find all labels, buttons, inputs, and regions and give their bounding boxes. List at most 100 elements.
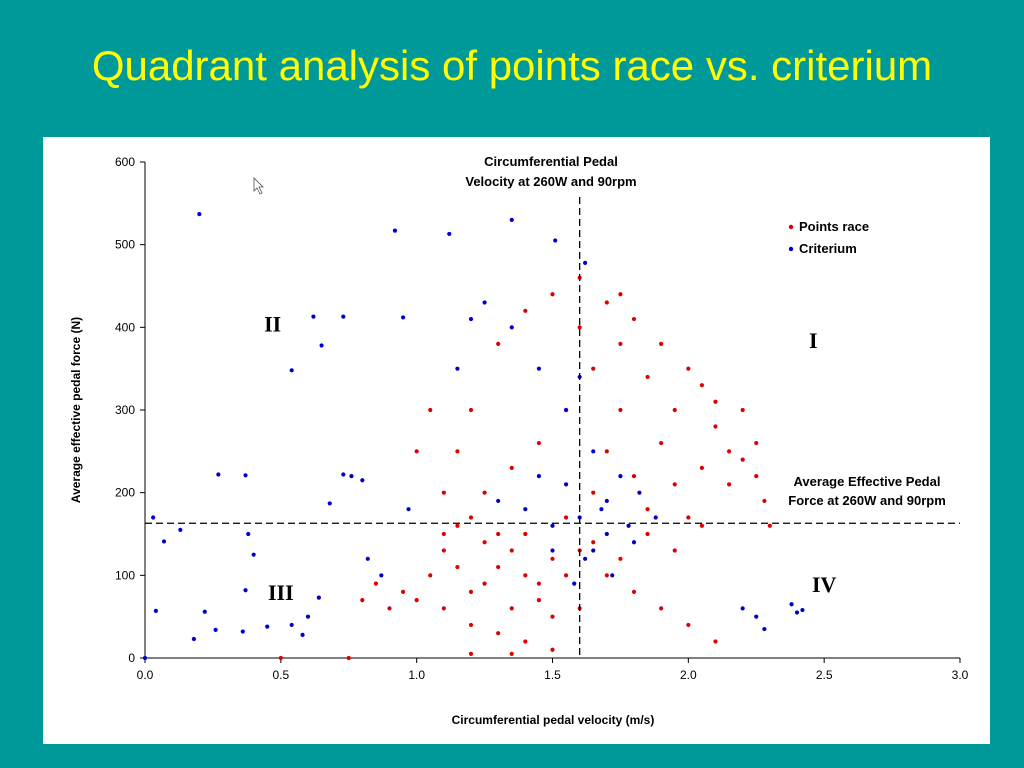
data-point	[523, 573, 528, 578]
data-point	[726, 449, 732, 454]
data-point	[202, 609, 207, 614]
data-point	[496, 498, 501, 504]
data-point	[349, 474, 354, 479]
data-point	[455, 449, 460, 454]
data-point	[246, 531, 251, 537]
data-point	[563, 573, 569, 578]
data-point	[178, 527, 183, 532]
data-point	[645, 507, 650, 512]
data-point	[387, 606, 392, 611]
data-point	[496, 531, 501, 537]
data-point	[523, 308, 528, 313]
data-point	[754, 474, 759, 479]
data-point	[509, 548, 514, 553]
data-point	[618, 556, 623, 561]
data-point	[327, 501, 332, 506]
legend: Points race Criterium	[788, 219, 869, 256]
data-point	[583, 556, 588, 561]
data-point	[523, 639, 528, 644]
data-point	[482, 581, 487, 586]
data-point	[626, 523, 631, 528]
data-point	[659, 341, 664, 346]
data-point	[441, 531, 446, 537]
data-point	[762, 626, 767, 632]
data-point	[496, 564, 501, 570]
x-axis-label: Circumferential pedal velocity (m/s)	[452, 713, 655, 727]
series-criterium	[142, 211, 805, 661]
data-point	[653, 515, 658, 520]
data-point	[536, 581, 542, 586]
y-tick-label: 0	[128, 651, 135, 665]
data-point	[645, 531, 650, 537]
tick-group: 0.0 0.5 1.0 1.5 2.0 2.5 3.0 0 100 200 300 400 500 600	[115, 155, 969, 682]
data-point	[767, 523, 772, 528]
data-points-group	[142, 211, 805, 661]
data-point	[496, 631, 501, 636]
quadrant-label-iv: IV	[812, 572, 837, 597]
scatter-chart: 0.0 0.5 1.0 1.5 2.0 2.5 3.0 0 100 200 300 400 500 600…	[69, 154, 969, 727]
data-point	[441, 548, 446, 553]
data-point	[591, 490, 596, 495]
data-point	[523, 531, 528, 537]
x-tick-label: 1.0	[408, 668, 425, 682]
data-point	[341, 314, 346, 319]
x-tick-label: 2.5	[816, 668, 833, 682]
data-point	[482, 490, 487, 495]
data-point	[618, 407, 623, 413]
data-point	[400, 315, 406, 320]
data-point	[604, 449, 609, 454]
x-tick-label: 0.5	[272, 668, 289, 682]
data-point	[468, 589, 474, 594]
data-point	[482, 540, 487, 545]
data-point	[153, 608, 158, 613]
data-point	[428, 573, 433, 578]
data-point	[151, 515, 156, 520]
data-point	[406, 507, 411, 512]
data-point	[645, 374, 650, 380]
data-point	[754, 440, 759, 446]
legend-label-criterium: Criterium	[799, 241, 857, 256]
data-point	[800, 607, 805, 613]
data-point	[523, 507, 528, 512]
data-point	[346, 655, 351, 661]
data-point	[496, 341, 501, 346]
data-point	[379, 573, 384, 578]
data-point	[686, 515, 691, 520]
data-point	[740, 407, 745, 413]
data-point	[536, 598, 542, 603]
data-point	[161, 539, 167, 544]
data-point	[672, 548, 677, 553]
data-point	[550, 614, 555, 619]
data-point	[300, 632, 305, 637]
data-point	[468, 651, 474, 656]
data-point	[216, 472, 221, 477]
data-point	[341, 472, 346, 477]
data-point	[699, 383, 705, 388]
data-point	[468, 515, 474, 520]
y-tick-label: 500	[115, 238, 135, 252]
data-point	[305, 614, 311, 619]
data-point	[365, 556, 370, 561]
data-point	[686, 366, 691, 371]
y-tick-label: 100	[115, 568, 135, 582]
data-point	[455, 523, 460, 528]
vertical-refline-label-1: Circumferential Pedal	[484, 154, 618, 169]
data-point	[550, 292, 555, 297]
data-point	[572, 581, 577, 586]
slide-title: Quadrant analysis of points race vs. cri…	[91, 42, 933, 89]
data-point	[311, 314, 316, 319]
data-point	[563, 407, 569, 413]
data-point	[414, 449, 419, 454]
data-point	[360, 598, 365, 603]
data-point	[509, 325, 514, 330]
data-point	[550, 523, 555, 528]
horizontal-refline-label-2: Force at 260W and 90rpm	[788, 493, 946, 508]
data-point	[577, 325, 582, 330]
data-point	[142, 655, 148, 661]
data-point	[563, 515, 569, 520]
data-point	[553, 238, 558, 243]
data-point	[373, 581, 379, 586]
data-point	[289, 622, 294, 628]
quadrant-label-ii: II	[264, 311, 281, 336]
data-point	[610, 573, 615, 578]
